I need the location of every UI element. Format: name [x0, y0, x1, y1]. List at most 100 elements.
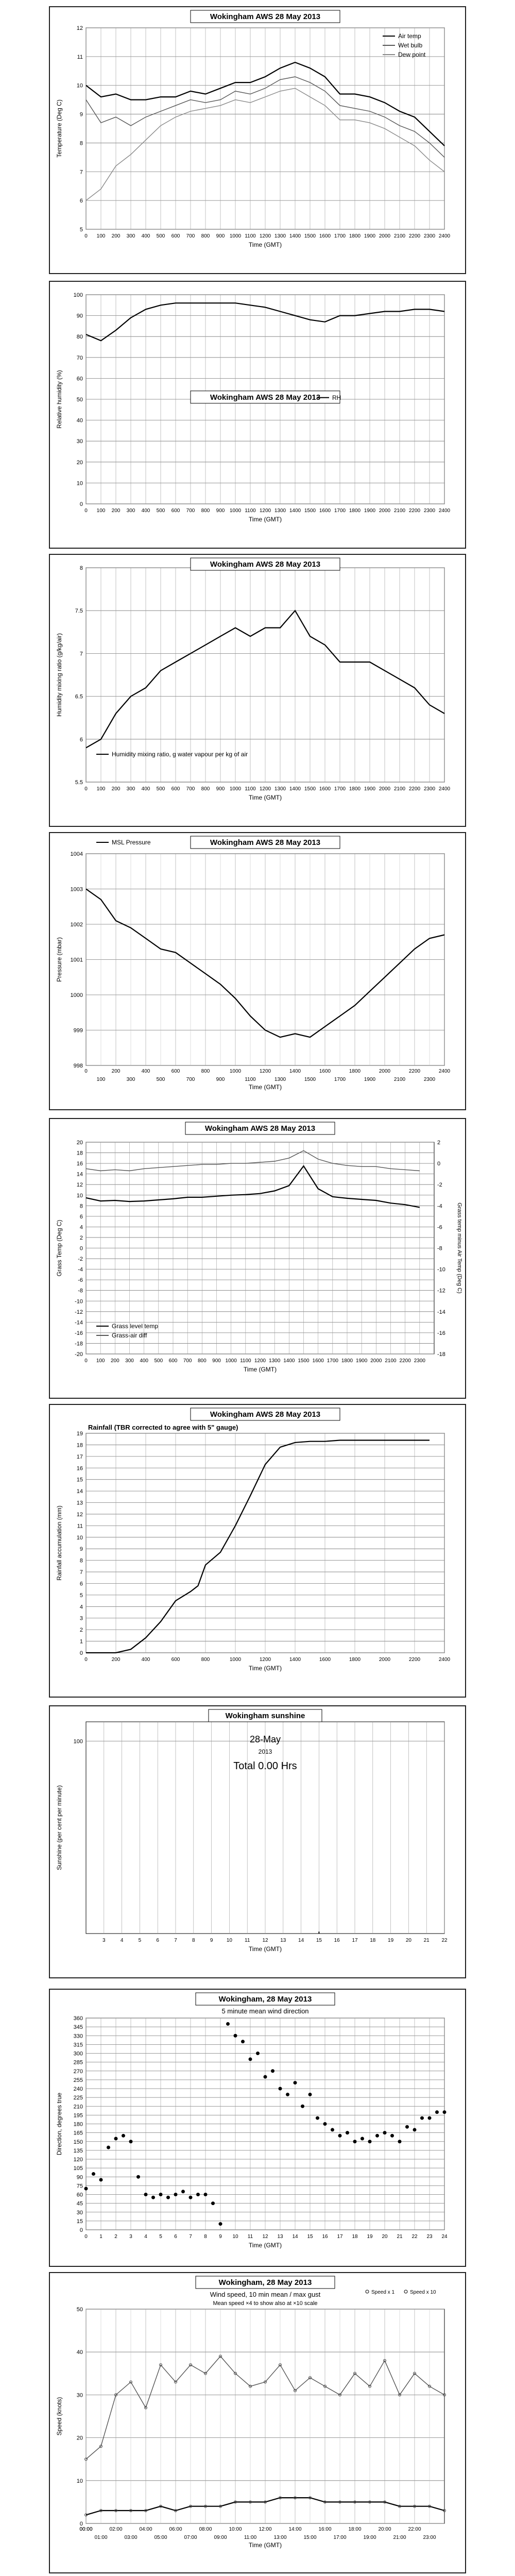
x-tick-label: 1300	[274, 508, 286, 514]
series-point	[323, 2500, 327, 2504]
y-axis-label: Temperature (Deg C)	[56, 99, 63, 158]
x-axis-label: Time (GMT)	[249, 2242, 282, 2249]
series-point	[279, 2363, 282, 2367]
scatter-point	[211, 2201, 215, 2206]
x-tick-label: 13	[280, 1938, 286, 1943]
series-point	[428, 2504, 431, 2508]
chart-panel-wind_speed: 0 10 20 30 40 50 00:00 02:00 04:00 06:00 08:00 10:0…	[49, 2272, 466, 2573]
series-line-speed-x-1	[85, 2497, 445, 2516]
sunshine-total: Total 0.00 Hrs	[233, 1760, 297, 1772]
y-tick-label: 150	[74, 2139, 83, 2145]
legend-label: Grass level temp	[112, 1323, 158, 1330]
series-point	[308, 2376, 312, 2380]
x-tick-label: 17:00	[333, 2535, 346, 2540]
x-tick-label: 00:00	[79, 2527, 92, 2532]
y-tick-label: 5	[80, 227, 83, 233]
y-tick-label: 270	[74, 2069, 83, 2075]
scatter-point	[360, 2137, 364, 2141]
x-tick-label: 2100	[394, 508, 406, 514]
y-tick-label: 11	[77, 1523, 83, 1529]
x-tick-label: 14:00	[288, 2527, 301, 2532]
series-point	[129, 2509, 132, 2513]
x-axis-label: Time (GMT)	[249, 1665, 282, 1672]
x-tick-label: 1100	[245, 233, 256, 239]
x-tick-label: 18	[370, 1938, 376, 1943]
x-tick-label: 800	[201, 786, 210, 792]
x-tick-label: 4	[121, 1938, 124, 1943]
series-point	[114, 2393, 117, 2397]
series-point	[323, 2384, 327, 2388]
y-tick-label: 20	[77, 1140, 83, 1146]
series-point	[443, 2393, 446, 2397]
chart-subtitle: Wind speed, 10 min mean / max gust	[210, 2291, 321, 2298]
series-point	[398, 2393, 401, 2397]
x-tick-label: 400	[140, 1358, 148, 1364]
x-tick-label: 1000	[230, 1657, 242, 1663]
y-tick-label: -8	[78, 1288, 83, 1294]
y-tick-label: 20	[77, 460, 83, 466]
y-tick-label: 8	[80, 565, 83, 571]
y-tick-label: 6	[80, 1214, 83, 1220]
x-axis-label: Time (GMT)	[249, 516, 282, 523]
x-tick-label: 200	[112, 786, 121, 792]
chart-title-box	[190, 557, 340, 571]
x-tick-label: 14	[292, 2234, 298, 2240]
x-tick-label: 900	[212, 1358, 221, 1364]
y-tick-label: 16	[77, 1465, 83, 1471]
x-tick-label: 1400	[289, 1069, 301, 1074]
chart-title: Wokingham AWS 28 May 2013	[210, 560, 320, 569]
x-tick-label: 2100	[394, 786, 406, 792]
x-tick-label: 1900	[364, 1077, 376, 1082]
y2-tick-label: -4	[437, 1203, 442, 1209]
x-tick-label: 6	[174, 2234, 177, 2240]
y-tick-label: 315	[74, 2042, 83, 2048]
y-tick-label: 240	[74, 2086, 83, 2092]
scatter-point	[308, 2092, 312, 2096]
chart-svg-wind_speed: 0 10 20 30 40 50 00:00 02:00 04:00 06:00 08:00 10:0…	[56, 2276, 446, 2549]
y-tick-label: -18	[75, 1341, 83, 1347]
x-tick-label: 600	[171, 1069, 180, 1074]
chart-panel-sunshine: 100 3 4 5 6 7 8 9 10 11 12 13 14 15 16 17 18 19 20 21 22 Time…	[49, 1705, 466, 1978]
y-tick-label: 2	[80, 1235, 83, 1241]
x-tick-label: 22	[411, 2234, 418, 2240]
x-tick-label: 10:00	[229, 2527, 242, 2532]
y-tick-label: -10	[75, 1298, 83, 1304]
x-tick-label: 1100	[245, 786, 256, 792]
chart-svg-grass: -20-18-16-14-12-10-8-6-4-202468101214161…	[56, 1122, 462, 1373]
x-tick-label: 2400	[439, 1069, 451, 1074]
x-tick-label: 2300	[424, 786, 436, 792]
chart-title-box	[195, 2276, 335, 2289]
scatter-point	[286, 2092, 289, 2096]
series-point	[264, 2500, 267, 2504]
scatter-point	[122, 2133, 125, 2138]
y-tick-label: -12	[75, 1309, 83, 1315]
y-tick-label: 7.5	[75, 608, 83, 614]
y-tick-label: 330	[74, 2033, 83, 2039]
y2-tick-label: -2	[437, 1182, 442, 1188]
x-tick-label: 9	[219, 2234, 222, 2240]
series-point	[234, 2500, 237, 2504]
x-tick-label: 20	[406, 1938, 412, 1943]
y2-tick-label: 2	[437, 1140, 440, 1146]
x-tick-label: 1500	[304, 508, 316, 514]
x-tick-label: 21:00	[393, 2535, 406, 2540]
series-point	[234, 2371, 237, 2375]
x-tick-label: 300	[125, 1358, 134, 1364]
y-tick-label: 45	[77, 2201, 83, 2207]
series-point	[368, 2500, 371, 2504]
y-tick-label: 0	[80, 2521, 83, 2527]
y-axis-label: Rainfall accumulation (mm)	[56, 1505, 63, 1580]
y-tick-label: -2	[78, 1256, 83, 1262]
x-tick-label: 900	[216, 233, 225, 239]
scatter-point	[271, 2069, 274, 2073]
series-line-wet-bulb	[85, 76, 445, 158]
x-tick-label: 1800	[341, 1358, 353, 1364]
x-tick-label: 1700	[334, 233, 346, 239]
chart-title: Wokingham AWS 28 May 2013	[210, 12, 320, 21]
x-tick-label: 2400	[439, 786, 451, 792]
x-tick-label: 600	[171, 233, 180, 239]
y-tick-label: 16	[77, 1161, 83, 1167]
scatter-point	[263, 2075, 267, 2079]
y-axis-label: Speed (knots)	[56, 2397, 63, 2436]
y-tick-label: 1003	[71, 887, 83, 893]
